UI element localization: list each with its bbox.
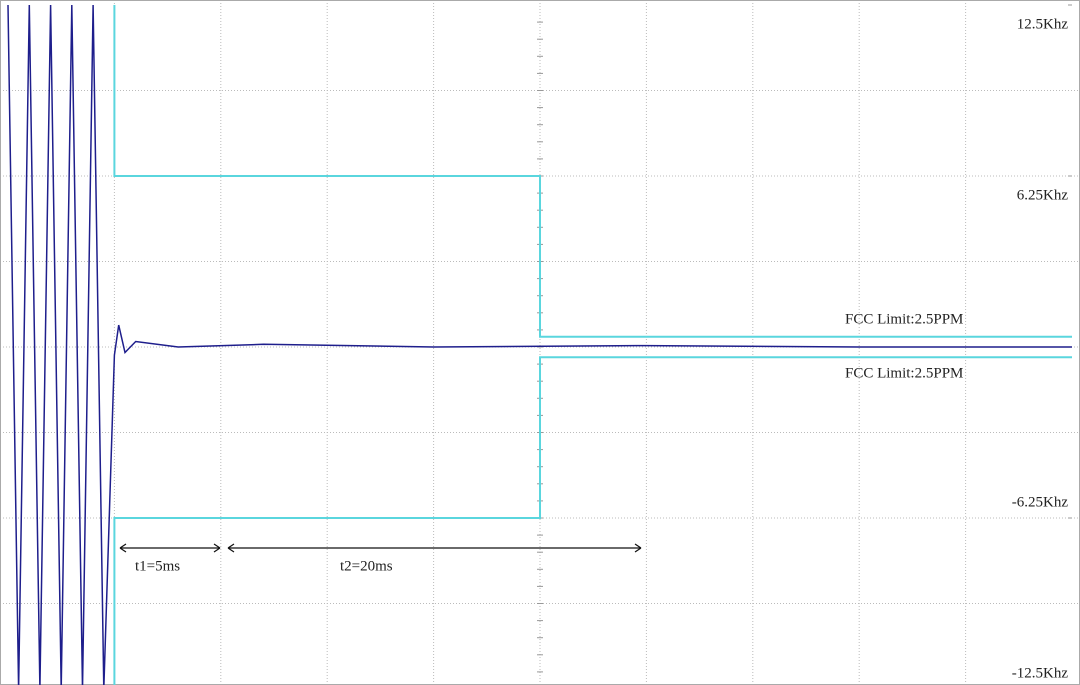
- annotation: FCC Limit:2.5PPM: [845, 365, 963, 381]
- t2-arrow: [227, 543, 642, 553]
- trace: [7, 4, 1072, 685]
- trace: [113, 5, 1072, 338]
- y-tick-label: -12.5Khz: [1012, 665, 1069, 681]
- time-arrows: [119, 543, 642, 553]
- annotation: t1=5ms: [135, 558, 180, 574]
- y-tick-label: 6.25Khz: [1017, 187, 1069, 203]
- y-tick-label: -6.25Khz: [1012, 494, 1069, 510]
- annotation: FCC Limit:2.5PPM: [845, 311, 963, 327]
- trace: [113, 356, 1072, 685]
- y-tick-label: 12.5Khz: [1017, 16, 1069, 32]
- plot: 12.5Khz 6.25Khz -6.25Khz -12.5Khz FCC Limit:…: [7, 4, 1072, 685]
- annotation: t2=20ms: [340, 558, 393, 574]
- t1-arrow: [119, 543, 221, 553]
